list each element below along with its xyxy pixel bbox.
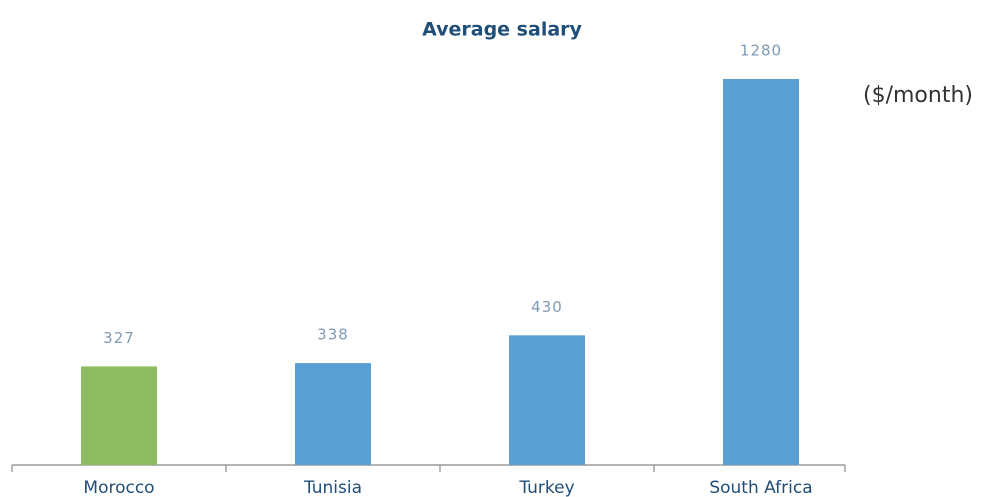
value-label: 1280 (740, 42, 782, 60)
bar (81, 366, 157, 465)
chart-title: Average salary (422, 19, 582, 41)
y-axis-label: ($/month) (863, 83, 973, 108)
x-tick-label: Turkey (518, 478, 574, 497)
value-label: 430 (531, 298, 563, 316)
bar (509, 335, 585, 465)
x-tick-label: Morocco (83, 478, 154, 497)
value-label: 338 (317, 326, 349, 344)
x-tick-label: South Africa (709, 478, 812, 497)
bar (723, 79, 799, 465)
bar (295, 363, 371, 465)
x-tick-label: Tunisia (303, 478, 362, 497)
value-label: 327 (103, 329, 135, 347)
